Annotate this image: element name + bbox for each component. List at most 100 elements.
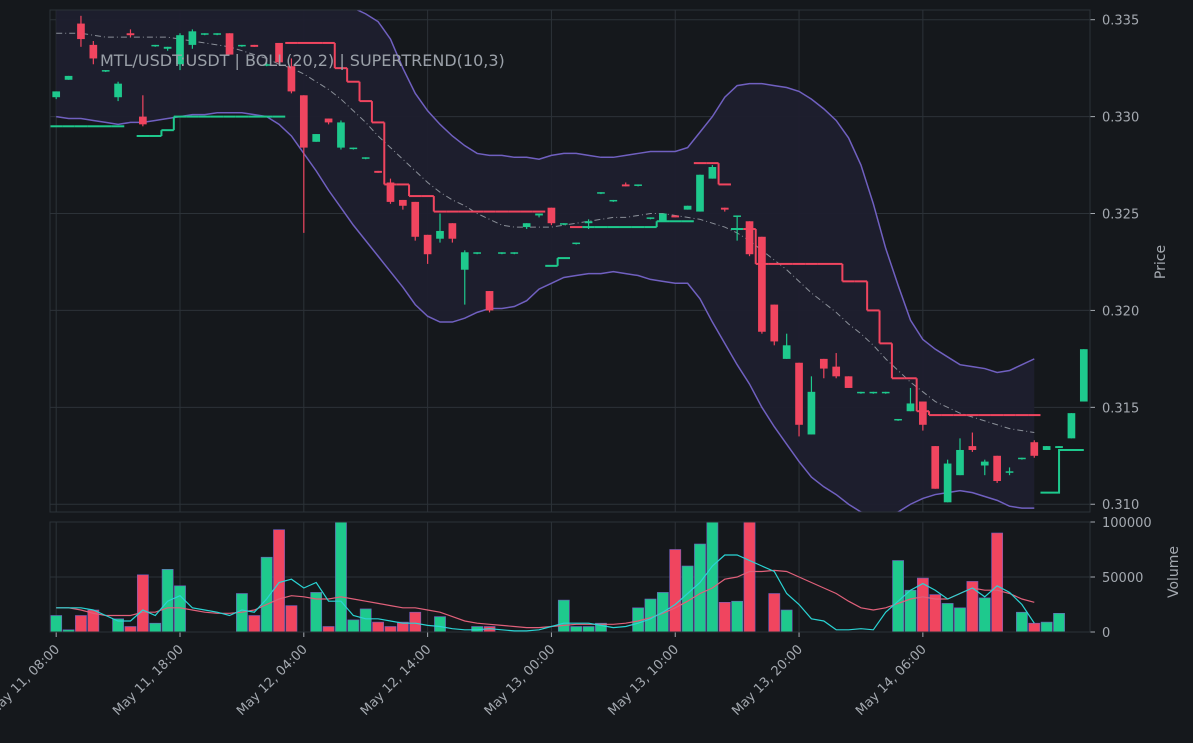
volume-tick-label: 0 (1102, 626, 1110, 641)
candle-body (931, 446, 940, 489)
candle-body (361, 157, 370, 159)
candle-body (522, 223, 531, 228)
candle-body (238, 44, 246, 47)
volume-bar (892, 560, 904, 633)
volume-bar (1016, 611, 1028, 633)
volume-bar (248, 615, 261, 633)
volume-bar (954, 607, 966, 633)
candle-body (250, 44, 259, 47)
volume-axis-title: Volume (1166, 546, 1182, 598)
candle-body (275, 42, 283, 63)
candle-body (101, 70, 110, 72)
volume-bar (409, 611, 422, 633)
bollinger-mid-line (56, 32, 1035, 434)
candle-body (386, 182, 395, 202)
candle-body (473, 252, 481, 254)
candle-body (1067, 413, 1076, 439)
candle-body (708, 166, 717, 179)
candle-body (1018, 457, 1026, 460)
candle-body (287, 66, 296, 92)
volume-bar (706, 521, 719, 633)
volume-bar (1028, 622, 1041, 633)
volume-bar (335, 521, 347, 633)
candle-body (535, 213, 543, 216)
candle-body (114, 83, 122, 98)
candle-body (758, 236, 766, 332)
volume-bar (991, 532, 1004, 633)
volume-bar (1040, 621, 1053, 633)
candle-body (436, 230, 444, 239)
candle-body (696, 174, 704, 212)
candle-body (139, 116, 147, 125)
price-tick-label: 0.330 (1102, 111, 1139, 126)
candle-body (324, 118, 333, 123)
candles (52, 15, 1088, 503)
candle-body (262, 64, 271, 66)
price-tick-label: 0.310 (1102, 498, 1139, 513)
volume-bar (322, 626, 335, 633)
supertrend-segment (1040, 448, 1084, 494)
volume-bar (731, 600, 744, 633)
chart-title: MTL/USDT:USDT | BOLL(20,2) | SUPERTREND(… (100, 51, 505, 70)
candle-body (423, 234, 432, 255)
volume-bar (285, 605, 298, 633)
candle-body (337, 122, 345, 148)
candle-body (597, 192, 605, 194)
candle-body (448, 223, 457, 239)
candle-body (832, 366, 841, 377)
volume-bar (743, 521, 756, 633)
volume-tick-label: 100000 (1102, 516, 1152, 531)
candle-body (956, 449, 964, 476)
candle-body (163, 46, 172, 49)
bollinger-upper-line (355, 10, 1035, 374)
candle-body (857, 391, 865, 394)
volume-panel-frame (49, 521, 1091, 633)
candle-body (906, 403, 915, 412)
candle-body (671, 215, 680, 218)
candle-body (881, 391, 890, 394)
price-tick-label: 0.335 (1102, 14, 1139, 29)
supertrend (50, 41, 1084, 494)
volume-bar (50, 615, 63, 633)
candle-body (299, 95, 308, 148)
bollinger-lower-line (56, 111, 1035, 512)
candle-body (200, 33, 209, 35)
volume-bar (718, 601, 731, 633)
volume-bar (768, 593, 781, 633)
candle-body (646, 217, 655, 219)
candle-body (188, 31, 197, 45)
candle-body (77, 23, 85, 40)
volume-bar (582, 626, 595, 633)
volume-bar (780, 609, 793, 633)
volume-bar (359, 608, 372, 633)
volume-bar (347, 619, 360, 633)
candle-body (993, 455, 1001, 481)
candle-body (411, 201, 420, 237)
candle-body (1042, 446, 1051, 450)
volume-bar (669, 549, 682, 633)
volume-bar (434, 616, 446, 633)
volume-moving-averages (56, 554, 1035, 632)
candle-body (151, 44, 160, 47)
volume-bar (1053, 612, 1065, 633)
candle-body (399, 199, 407, 206)
candle-body (1079, 349, 1088, 402)
volume-bar (75, 615, 87, 633)
volume-bar (136, 574, 149, 633)
candle-body (770, 304, 779, 342)
candle-body (968, 446, 977, 450)
candle-body (943, 463, 952, 503)
candle-body (659, 213, 667, 222)
candle-body (683, 205, 692, 210)
candle-body (1055, 446, 1063, 449)
volume-bar (694, 543, 706, 633)
candle-body (609, 199, 618, 202)
volume-bar (557, 599, 570, 633)
candle-body (312, 134, 321, 142)
volume-ma-fast-line (56, 554, 1035, 632)
volume-bar (978, 597, 991, 633)
candle-body (720, 207, 729, 210)
price-tick-label: 0.325 (1102, 208, 1139, 223)
candle-body (980, 461, 989, 466)
